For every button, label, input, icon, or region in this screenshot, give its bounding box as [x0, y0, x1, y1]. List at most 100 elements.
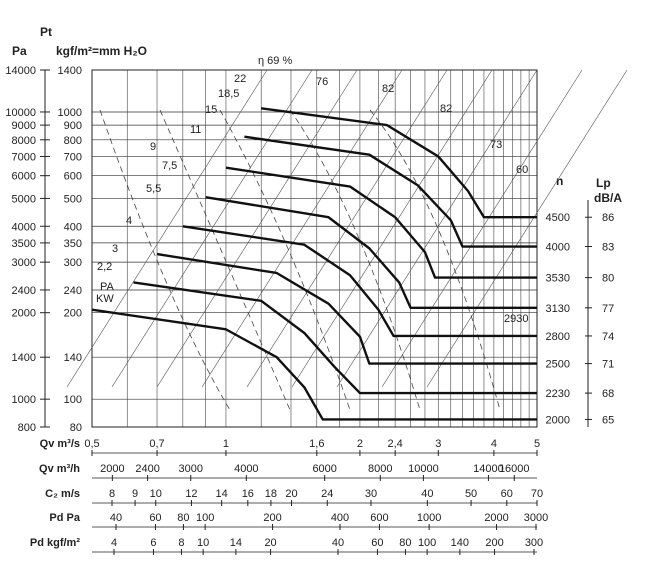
- lp-tick-label: 86: [602, 212, 614, 224]
- bottom-tick-label: 70: [531, 488, 543, 500]
- power-label: 15: [205, 104, 217, 116]
- power-line: [156, 69, 358, 388]
- kgf-tick-label: 400: [64, 221, 82, 233]
- power-label: 9: [150, 141, 156, 153]
- power-line: [201, 69, 403, 388]
- pa-tick-label: 6000: [12, 171, 36, 183]
- bottom-tick-label: 10: [197, 537, 209, 549]
- bottom-tick-label: 40: [110, 512, 122, 524]
- bottom-tick-label: 3: [435, 438, 441, 450]
- power-line: [246, 69, 448, 388]
- speed-tick-label: 2500: [546, 359, 570, 371]
- power-line: [426, 69, 628, 388]
- speed-axis-label: n: [556, 174, 563, 188]
- fan-curve-2230: [133, 281, 537, 395]
- pa-tick-label: 7000: [12, 151, 36, 163]
- speed-tick-label: 2230: [546, 388, 570, 400]
- bottom-tick-label: 2000: [484, 512, 508, 524]
- bottom-tick-label: 100: [418, 537, 436, 549]
- fan-curve-4000: [244, 135, 537, 248]
- bottom-tick-label: 1: [223, 438, 229, 450]
- power-label: 18,5: [218, 88, 239, 100]
- bottom-tick-label: 16: [242, 488, 254, 500]
- pa-tick-label: 10000: [5, 107, 36, 119]
- bottom-tick-label: 30: [365, 488, 377, 500]
- fan-curve-2800: [182, 225, 537, 338]
- lp-tick-label: 68: [602, 388, 614, 400]
- efficiency-curve: [99, 109, 231, 411]
- kgf-tick-label: 240: [64, 285, 82, 297]
- bottom-tick-label: 12: [185, 488, 197, 500]
- pa-tick-label: 800: [18, 422, 36, 434]
- speed-tick-label: 2000: [546, 414, 570, 426]
- bottom-tick-label: 1000: [417, 512, 441, 524]
- lp-axis-label-bottom: dB/A: [594, 191, 622, 205]
- pa-tick-label: 14000: [5, 65, 36, 77]
- efficiency-curve: [219, 109, 351, 411]
- efficiency-curve: [289, 109, 421, 411]
- pa-tick-label: 8000: [12, 135, 36, 147]
- bottom-tick-label: 60: [149, 512, 161, 524]
- bottom-tick-label: 8: [109, 488, 115, 500]
- speed-2930-label: 2930: [504, 313, 528, 325]
- power-label: 22: [234, 73, 246, 85]
- bottom-tick-label: 300: [525, 537, 543, 549]
- power-line: [111, 69, 313, 388]
- kgf-tick-label: 300: [64, 257, 82, 269]
- flow-axes: Qv m³/s 0,5 0,7 1 1,6 2 2,4 3 4 5 Qv m³/h 2000 2400 3…: [30, 438, 548, 555]
- bottom-tick-label: 80: [177, 512, 189, 524]
- bottom-tick-label: 0,7: [149, 438, 164, 450]
- bottom-tick-label: 5: [534, 438, 540, 450]
- kgf-tick-label: 500: [64, 193, 82, 205]
- lp-tick-label: 83: [602, 242, 614, 254]
- efficiency-label: 82: [382, 83, 394, 95]
- kgf-tick-label: 1400: [58, 65, 82, 77]
- power-label: 11: [190, 124, 201, 136]
- lp-tick-label: 65: [602, 414, 614, 426]
- kgf-tick-label: 200: [64, 308, 82, 320]
- power-label: 4: [126, 215, 132, 227]
- lp-tick-label: 74: [602, 331, 614, 343]
- bottom-tick-label: 2: [357, 438, 363, 450]
- fan-curve-3130: [205, 195, 537, 310]
- speed-tick-label: 4500: [546, 212, 570, 224]
- bottom-tick-label: 100: [196, 512, 214, 524]
- bottom-tick-label: 9: [132, 488, 138, 500]
- bottom-tick-label: 8: [178, 537, 184, 549]
- kgf-tick-label: 700: [64, 151, 82, 163]
- bottom-tick-label: 1,6: [309, 438, 324, 450]
- pa-tick-label: 1400: [12, 352, 36, 364]
- power-line: [291, 69, 493, 388]
- pa-tick-label: 5000: [12, 193, 36, 205]
- pa-tick-label: 3000: [12, 257, 36, 269]
- bottom-tick-label: 80: [399, 537, 411, 549]
- bottom-tick-label: 14000: [473, 463, 504, 475]
- bottom-tick-label: 24: [321, 488, 333, 500]
- pt-label: Pt: [40, 25, 52, 39]
- fan-curve-2500: [156, 252, 537, 365]
- efficiency-label: 60: [516, 164, 528, 176]
- bottom-tick-label: 200: [263, 512, 281, 524]
- bottom-axis-label: C₂ m/s: [45, 488, 80, 500]
- bottom-tick-label: 2,4: [388, 438, 403, 450]
- kgf-tick-label: 900: [64, 120, 82, 132]
- plot-frame: [91, 69, 538, 428]
- kw-curve-label: KW: [96, 293, 114, 305]
- bottom-tick-label: 40: [332, 537, 344, 549]
- kgf-tick-label: 600: [64, 171, 82, 183]
- bottom-tick-label: 140: [451, 537, 469, 549]
- bottom-tick-label: 40: [421, 488, 433, 500]
- power-label: 7,5: [162, 160, 177, 172]
- bottom-tick-label: 600: [370, 512, 388, 524]
- speed-tick-label: 2800: [546, 331, 570, 343]
- fan-curve-4500: [261, 107, 537, 219]
- lp-axis-label-top: Lp: [596, 176, 611, 190]
- speed-tick-label: 4000: [546, 242, 570, 254]
- bottom-tick-label: 14: [216, 488, 228, 500]
- kgf-tick-label: 800: [64, 135, 82, 147]
- bottom-tick-label: 4: [491, 438, 497, 450]
- bottom-tick-label: 60: [501, 488, 513, 500]
- power-line: [381, 69, 583, 388]
